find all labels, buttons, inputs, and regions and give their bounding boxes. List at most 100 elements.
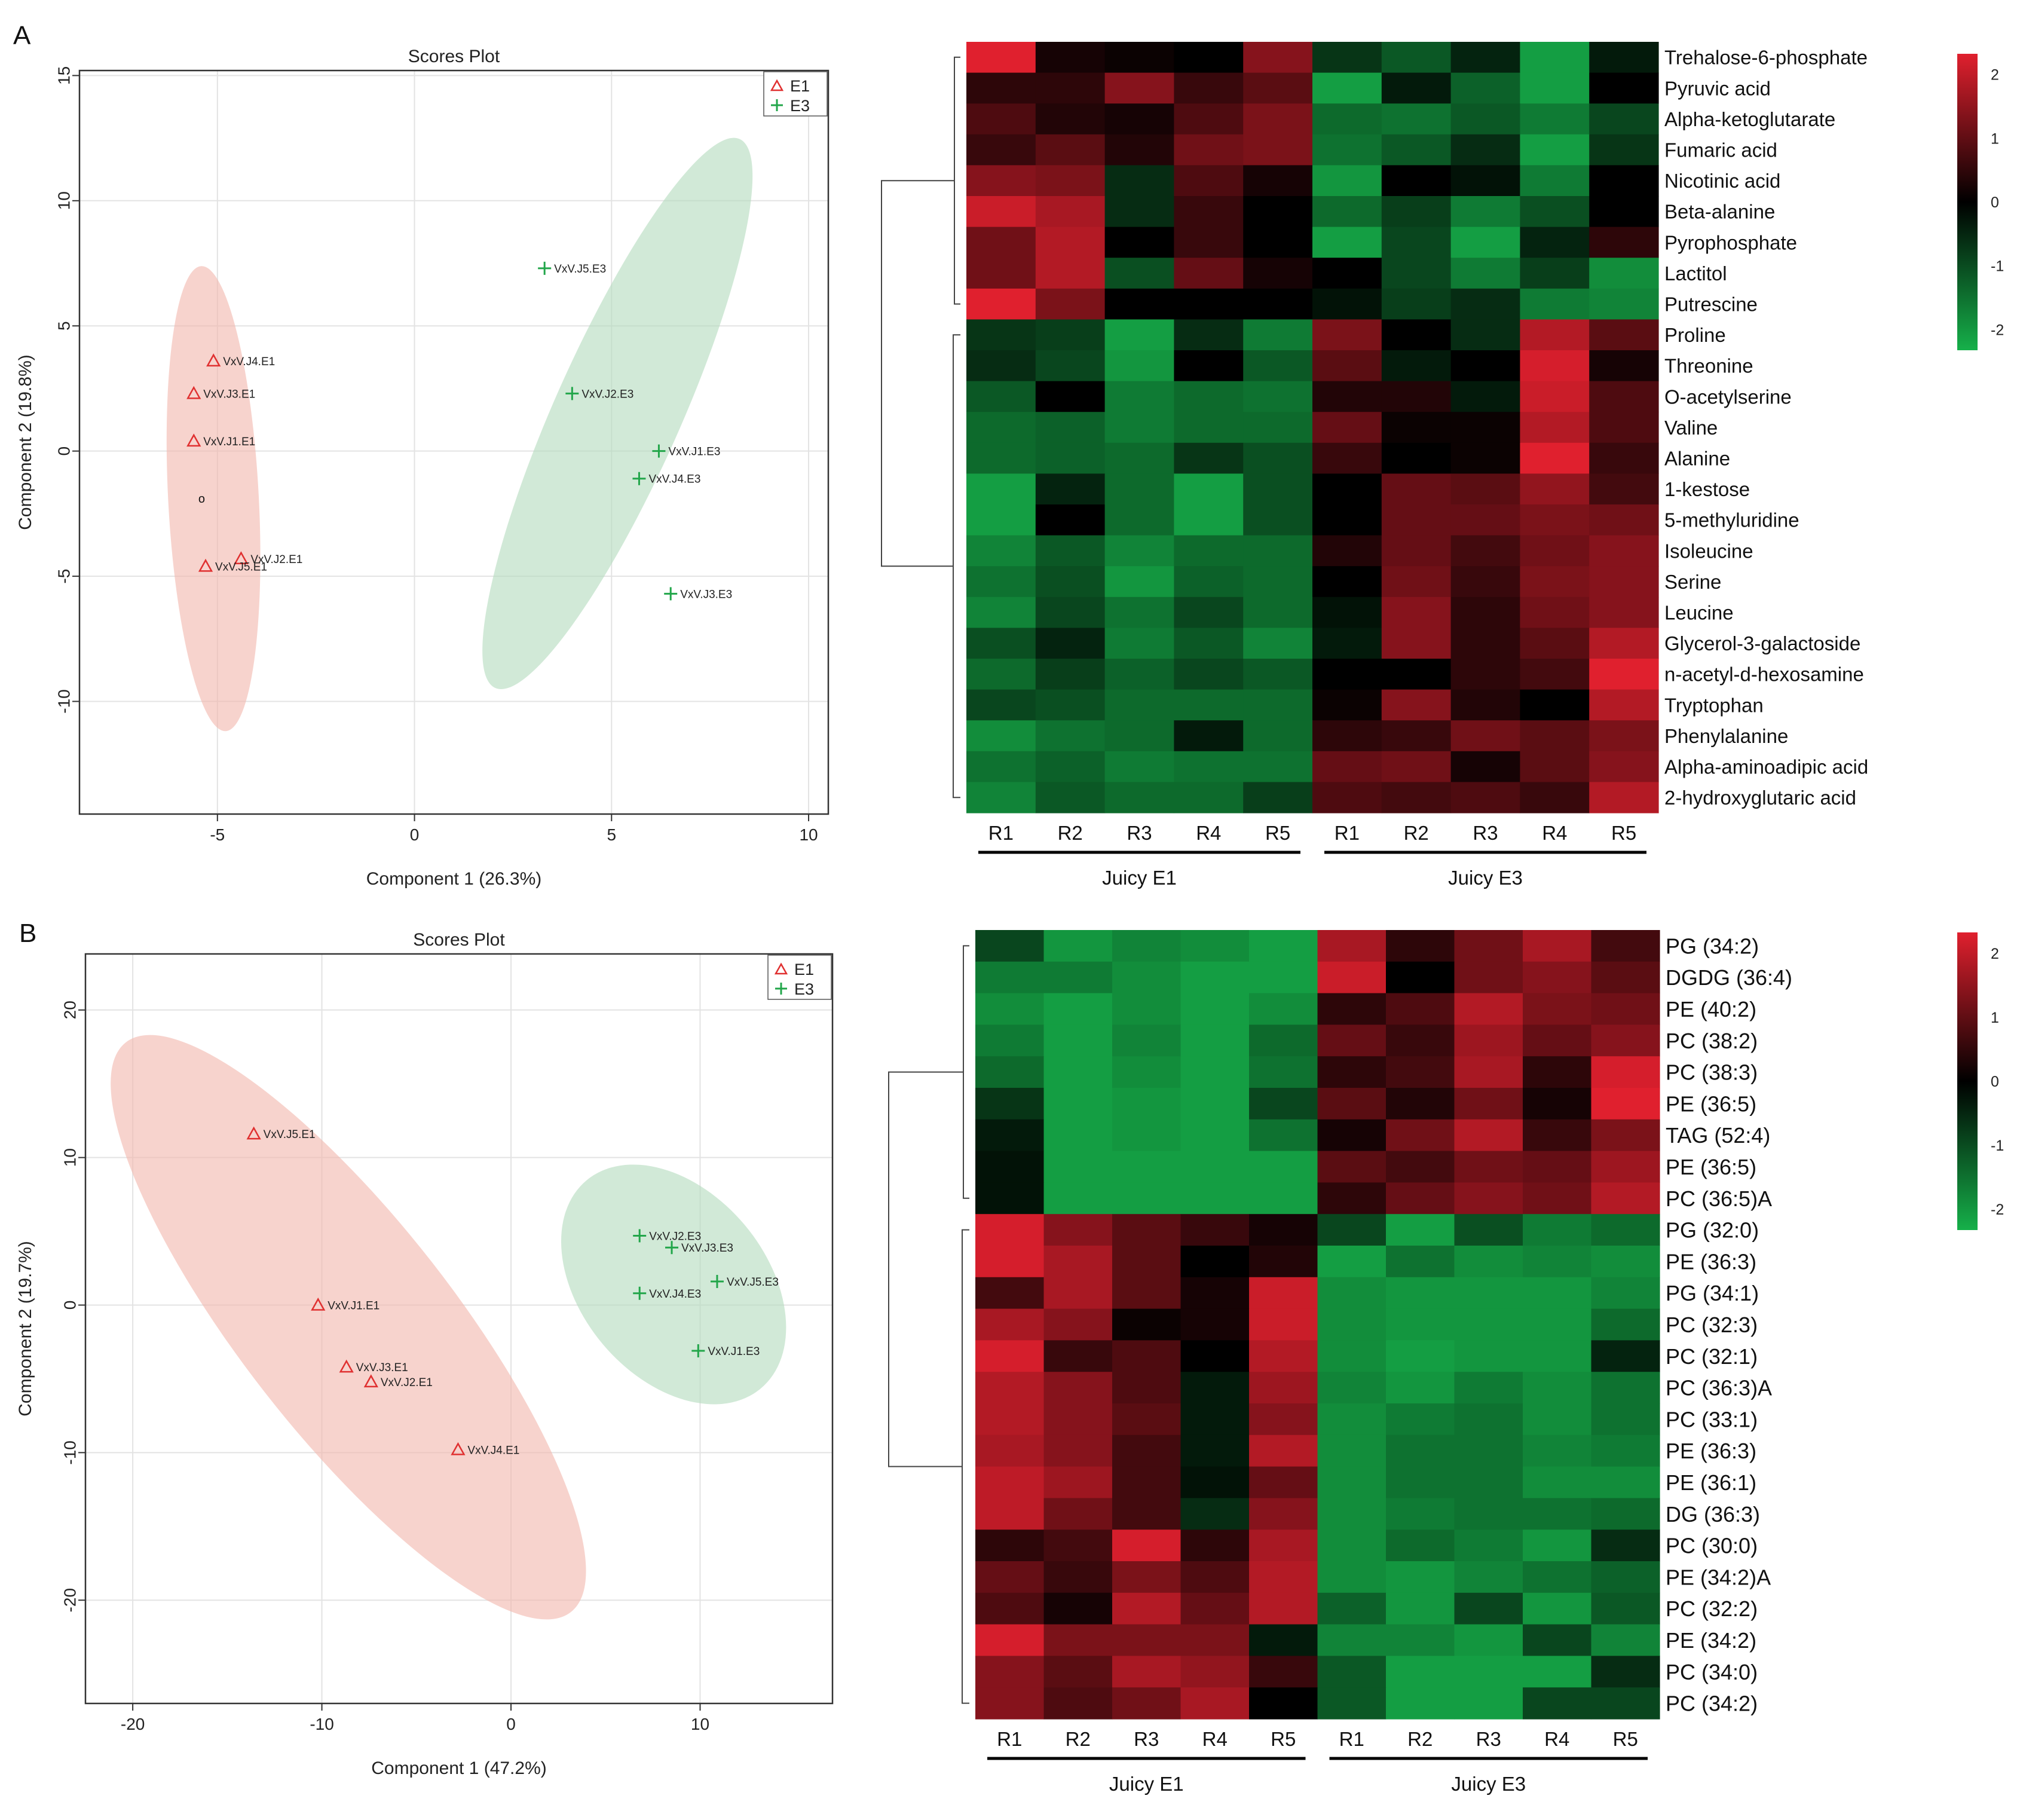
heatmap-cell <box>1450 72 1520 104</box>
dendrogram-branch-top <box>954 56 960 305</box>
heatmap-cell <box>1381 258 1452 289</box>
row-label: Trehalose-6-phosphate <box>1664 47 1868 69</box>
heatmap-cell <box>1386 1530 1455 1562</box>
heatmap-cell <box>1243 227 1313 258</box>
heatmap-cell <box>1180 1151 1250 1183</box>
heatmap-cell <box>1450 134 1520 166</box>
heatmap-cell <box>1312 72 1382 104</box>
heatmap-cell <box>1386 930 1455 962</box>
heatmap-cell <box>1386 1024 1455 1057</box>
heatmap-cell <box>1180 961 1250 994</box>
point-label: VxV.J4.E1 <box>467 1444 519 1457</box>
heatmap-cell <box>1174 103 1244 135</box>
heatmap-cell <box>975 1182 1045 1215</box>
heatmap-cell <box>1381 720 1452 752</box>
dendrogram-branch-top <box>963 945 969 1199</box>
heatmap-b: PG (34:2) DGDG (36:4) PE (40:2) PC (38:2) PC… <box>888 930 2004 1795</box>
heatmap-cell <box>1249 1530 1318 1562</box>
row-label: PC (36:5)A <box>1666 1186 1772 1211</box>
heatmap-cell <box>1591 1434 1660 1467</box>
row-label: PC (32:1) <box>1666 1344 1758 1369</box>
heatmap-cell <box>1249 1246 1318 1278</box>
heatmap-cell <box>1174 227 1244 258</box>
row-label: Proline <box>1664 324 1726 346</box>
legend-label-e3: E3 <box>794 980 814 998</box>
heatmap-cell <box>1035 350 1106 382</box>
confidence-ellipse-e1 <box>111 1035 586 1620</box>
heatmap-cell <box>1243 42 1313 74</box>
heatmap-cell <box>1591 1340 1660 1372</box>
heatmap-cell <box>1450 288 1520 320</box>
heatmap-cell <box>1035 628 1106 659</box>
heatmap-cell <box>1381 751 1452 782</box>
heatmap-cell <box>1454 1088 1523 1120</box>
heatmap-cell <box>1454 1561 1523 1593</box>
heatmap-cell <box>975 1308 1045 1341</box>
heatmap-cell <box>975 1151 1045 1183</box>
row-label: Alpha-ketoglutarate <box>1664 108 1835 130</box>
heatmap-cell <box>1523 930 1592 962</box>
heatmap-cell <box>1381 72 1452 104</box>
scores-plot-title: Scores Plot <box>413 930 505 950</box>
heatmap-cell <box>1174 720 1244 752</box>
row-label: PC (32:3) <box>1666 1313 1758 1337</box>
row-label: Alanine <box>1664 447 1730 469</box>
x-tick-label: 10 <box>799 825 818 844</box>
heatmap-cell <box>1249 1403 1318 1436</box>
row-label: PC (38:3) <box>1666 1060 1758 1085</box>
heatmap-cell <box>1523 1088 1592 1120</box>
heatmap-cell <box>975 1214 1045 1246</box>
heatmap-cell <box>1454 1466 1523 1498</box>
heatmap-cell <box>1112 1308 1182 1341</box>
heatmap-cell <box>1589 751 1659 782</box>
heatmap-cell <box>1589 196 1659 228</box>
heatmap-cell <box>1591 1466 1660 1498</box>
heatmap-cell <box>1104 319 1174 351</box>
heatmap-cell <box>1454 1498 1523 1530</box>
heatmap-cell <box>1180 1246 1250 1278</box>
heatmap-cell <box>1317 1308 1387 1341</box>
heatmap-cell <box>1249 1024 1318 1057</box>
heatmap-cell <box>1450 412 1520 443</box>
heatmap-cell <box>1312 350 1382 382</box>
heatmap-cell <box>1249 993 1318 1025</box>
point-label: VxV.J4.E3 <box>648 473 700 486</box>
row-label: Beta-alanine <box>1664 201 1775 223</box>
heatmap-cell <box>1454 1214 1523 1246</box>
point-e3 <box>710 1275 724 1289</box>
heatmap-cell <box>975 1624 1045 1656</box>
heatmap-cell <box>975 961 1045 994</box>
heatmap-cell <box>1523 1024 1592 1057</box>
scores-plot-b: Scores Plot -20 -10 0 10 -20 -10 0 10 20 VxV.J5.E1… <box>16 930 834 1778</box>
confidence-ellipse-e1 <box>166 266 261 732</box>
heatmap-cell <box>1591 1592 1660 1625</box>
y-tick-label: 15 <box>54 66 73 85</box>
heatmap-cell <box>1381 42 1452 74</box>
heatmap-cell <box>1249 1182 1318 1215</box>
point-label: VxV.J2.E1 <box>250 553 302 566</box>
heatmap-cell <box>1454 1246 1523 1278</box>
heatmap-cell <box>1591 1561 1660 1593</box>
heatmap-cell <box>1450 350 1520 382</box>
heatmap-cell <box>1312 42 1382 74</box>
dendrogram-branch-bottom <box>962 1229 969 1704</box>
heatmap-cell <box>966 782 1036 813</box>
heatmap-cell <box>1243 566 1313 598</box>
heatmap-cell <box>1043 1592 1113 1625</box>
heatmap-cell <box>1454 1119 1523 1152</box>
point-label: VxV.J3.E1 <box>203 388 255 400</box>
colorbar-tick-label: 0 <box>1991 1073 1999 1090</box>
heatmap-cell <box>1112 1277 1182 1310</box>
heatmap-cell <box>1520 535 1590 567</box>
heatmap-cell <box>1035 258 1106 289</box>
row-label: 1-kestose <box>1664 478 1750 500</box>
row-label: PE (40:2) <box>1666 997 1756 1021</box>
column-label: R1 <box>988 822 1014 844</box>
dendrogram-root <box>888 1071 963 1467</box>
heatmap-cell <box>966 689 1036 721</box>
heatmap-cell <box>1180 1182 1250 1215</box>
heatmap-cell <box>1591 1214 1660 1246</box>
colorbar-tick-label: 0 <box>1991 194 1999 211</box>
heatmap-cell <box>975 1656 1045 1688</box>
heatmap-cell <box>1104 258 1174 289</box>
